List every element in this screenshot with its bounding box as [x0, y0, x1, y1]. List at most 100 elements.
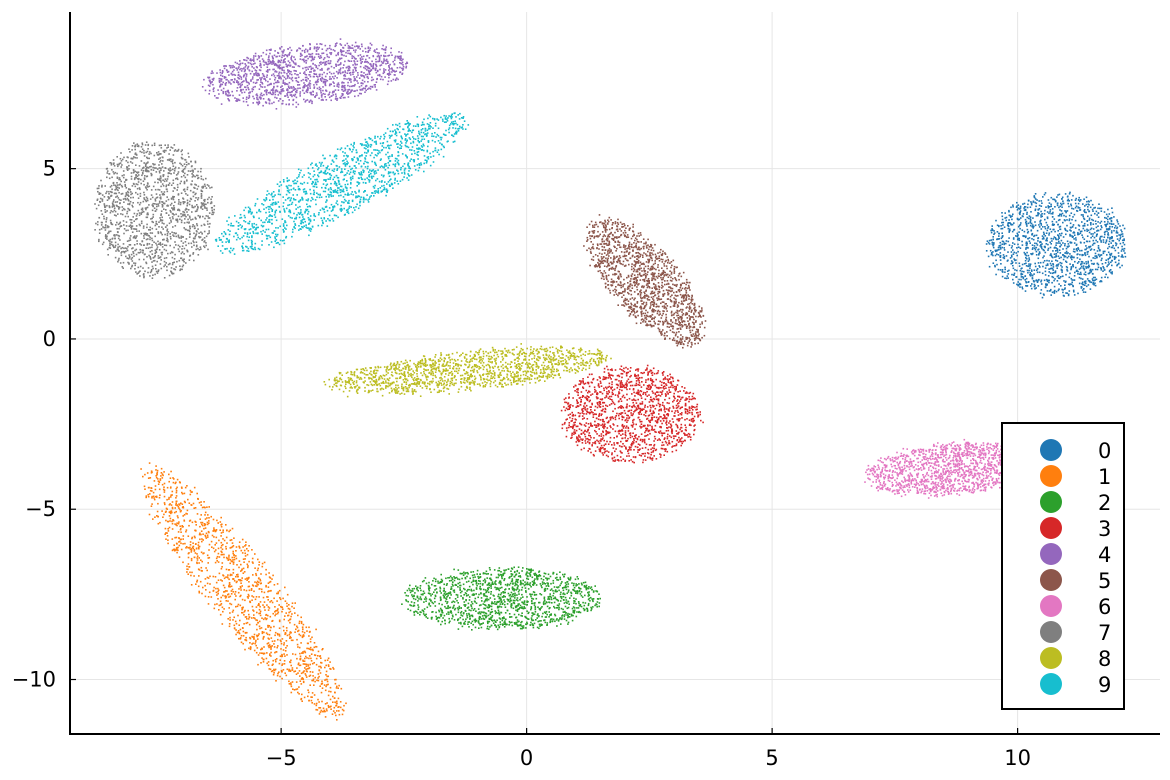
- point: [535, 593, 538, 596]
- point: [1024, 218, 1027, 221]
- point: [1078, 225, 1081, 227]
- point: [229, 547, 232, 549]
- point: [577, 437, 579, 439]
- point: [586, 437, 589, 440]
- point: [334, 682, 337, 685]
- point: [1022, 203, 1024, 205]
- point: [1105, 259, 1107, 261]
- point: [1043, 213, 1046, 215]
- point: [423, 608, 426, 610]
- point: [229, 595, 232, 598]
- point: [545, 577, 547, 579]
- point: [271, 578, 273, 580]
- point: [283, 618, 285, 621]
- point: [641, 372, 644, 375]
- point: [1022, 277, 1025, 280]
- point: [323, 710, 325, 713]
- point: [487, 588, 489, 591]
- point: [625, 371, 628, 374]
- point: [445, 607, 447, 610]
- point: [1025, 285, 1027, 287]
- point: [501, 596, 504, 598]
- point: [414, 610, 417, 613]
- point: [1051, 272, 1054, 275]
- point: [419, 587, 421, 589]
- point: [147, 477, 150, 479]
- point: [992, 246, 995, 249]
- point: [478, 618, 481, 621]
- point: [241, 611, 243, 614]
- point: [1124, 252, 1126, 254]
- point: [177, 549, 179, 552]
- point: [1000, 237, 1003, 240]
- point: [672, 435, 675, 437]
- point: [219, 604, 222, 606]
- point: [494, 582, 496, 585]
- point: [534, 574, 536, 576]
- point: [551, 602, 553, 604]
- point: [290, 691, 293, 694]
- point: [499, 603, 502, 605]
- point: [278, 635, 281, 637]
- point: [212, 547, 215, 550]
- point: [175, 536, 178, 539]
- point: [213, 586, 215, 589]
- point: [517, 578, 519, 581]
- point: [1088, 272, 1090, 275]
- point: [241, 612, 244, 614]
- point: [163, 471, 165, 473]
- point: [470, 581, 473, 584]
- point: [676, 425, 679, 428]
- point: [209, 583, 211, 585]
- point: [999, 255, 1001, 258]
- point: [1089, 206, 1092, 209]
- point: [575, 583, 577, 585]
- point: [1077, 270, 1079, 273]
- point: [990, 231, 993, 234]
- point: [334, 691, 336, 694]
- point: [638, 419, 641, 421]
- point: [243, 561, 245, 563]
- point: [1067, 246, 1069, 248]
- point: [644, 404, 646, 407]
- point: [267, 609, 270, 611]
- point: [595, 431, 597, 433]
- point: [337, 706, 339, 708]
- point: [321, 700, 323, 703]
- point: [649, 421, 651, 424]
- point: [1120, 233, 1123, 236]
- point: [227, 574, 229, 576]
- point: [239, 604, 242, 607]
- point: [290, 636, 292, 639]
- point: [1078, 196, 1080, 199]
- point: [188, 502, 191, 504]
- point: [299, 680, 302, 682]
- point: [305, 663, 308, 666]
- point: [1013, 228, 1016, 231]
- point: [654, 430, 656, 433]
- point: [521, 612, 523, 614]
- point: [620, 405, 622, 407]
- point: [513, 622, 516, 624]
- point: [543, 582, 545, 584]
- point: [1060, 202, 1062, 205]
- point: [1029, 267, 1031, 269]
- point: [220, 550, 222, 553]
- point: [502, 596, 505, 598]
- point: [646, 368, 648, 371]
- point: [478, 604, 481, 607]
- point: [473, 608, 476, 610]
- point: [571, 582, 573, 584]
- point: [1057, 274, 1060, 277]
- point: [452, 615, 454, 618]
- point: [576, 592, 579, 595]
- point: [298, 633, 300, 636]
- point: [627, 426, 629, 429]
- point: [526, 601, 528, 603]
- point: [636, 368, 638, 370]
- point: [239, 595, 241, 598]
- point: [309, 638, 312, 640]
- point: [1097, 225, 1099, 227]
- point: [1035, 202, 1038, 205]
- point: [540, 623, 542, 626]
